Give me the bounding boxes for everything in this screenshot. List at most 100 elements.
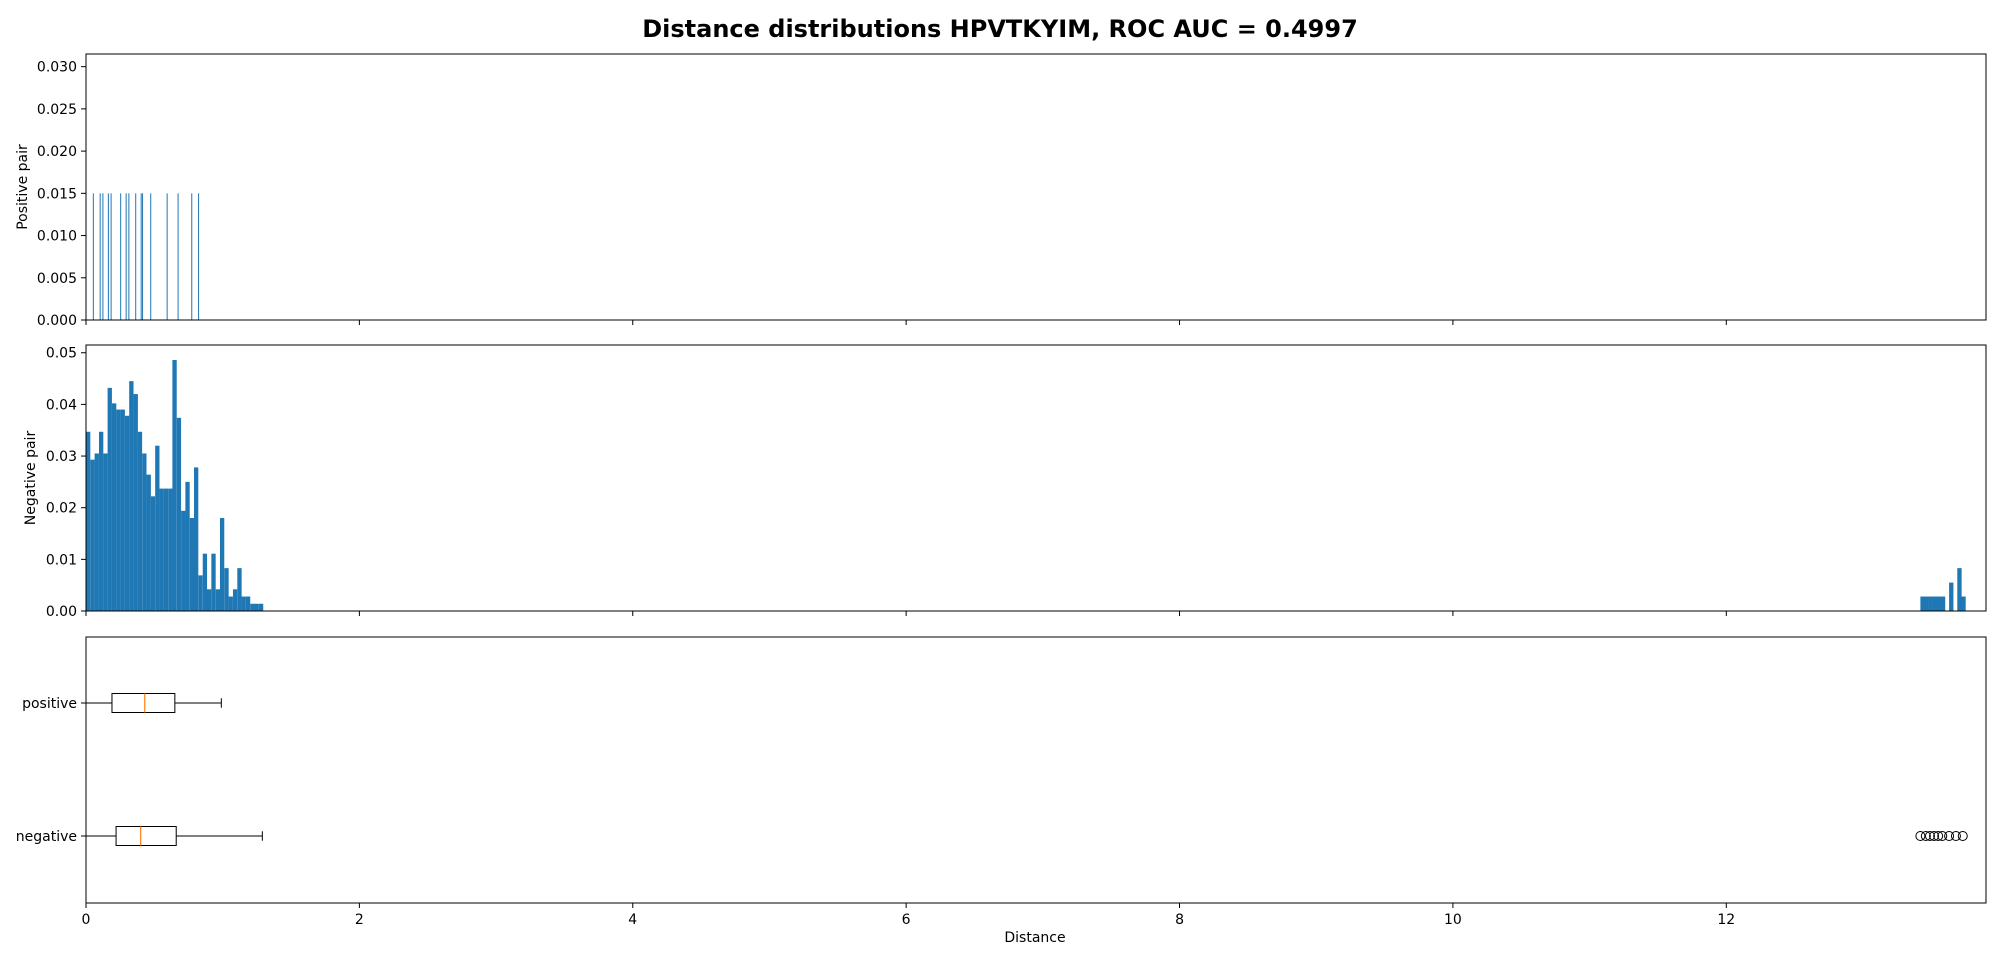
negative-bar	[181, 510, 186, 611]
positive-bar	[198, 193, 200, 320]
x-tick-label: 10	[1444, 912, 1462, 928]
positive-y-tick-label: 0.030	[37, 60, 77, 76]
negative-bar	[202, 553, 208, 611]
negative-outlier	[1950, 831, 1961, 841]
negative-bar	[176, 417, 182, 611]
negative-bar	[90, 459, 95, 611]
positive-box	[111, 693, 176, 713]
negative-bar	[129, 381, 134, 611]
negative-bar	[94, 453, 99, 611]
negative-outlier	[1933, 831, 1944, 841]
positive-y-tick-label: 0.010	[37, 229, 77, 245]
positive-bar	[142, 193, 144, 320]
negative-bar	[189, 518, 195, 611]
positive-bar	[110, 193, 112, 320]
negative-y-tick-label: 0.05	[46, 346, 77, 362]
negative-bar	[163, 488, 169, 611]
negative-bar	[1949, 582, 1954, 611]
negative-bar	[185, 481, 190, 611]
negative-bars	[86, 359, 1966, 611]
positive-y-label: Positive pair	[15, 144, 31, 230]
negative-bar	[1924, 596, 1929, 611]
negative-bar	[206, 589, 212, 611]
negative-x-ticks	[85, 611, 1727, 616]
negative-bar	[1928, 596, 1933, 611]
boxplot-panel: positive negative 0 2 4 6 8 10 12 Distance	[16, 636, 1987, 946]
negative-y-tick-label: 0.02	[46, 501, 77, 517]
positive-y-tick-label: 0.005	[37, 271, 77, 287]
negative-bar	[237, 568, 242, 611]
negative-y-tick-label: 0.00	[46, 604, 77, 620]
positive-category-label: positive	[22, 696, 77, 712]
negative-outlier	[1929, 831, 1940, 841]
positive-bar	[150, 193, 152, 320]
negative-box	[115, 826, 177, 846]
negative-axes-frame	[85, 344, 1987, 612]
negative-bar	[111, 403, 117, 611]
negative-histogram-panel: 0.00 0.01 0.02 0.03 0.04 0.05 Negative pair	[23, 344, 1987, 620]
negative-bar	[250, 603, 255, 611]
positive-y-tick-label: 0.015	[37, 186, 77, 202]
x-axis-label: Distance	[1004, 930, 1065, 946]
negative-bar	[98, 431, 104, 611]
negative-bar	[116, 409, 121, 611]
negative-bar	[228, 596, 233, 611]
positive-histogram-panel: 0.000 0.005 0.010 0.015 0.020 0.025 0.030 Posi…	[15, 53, 1987, 329]
positive-y-tick-label: 0.000	[37, 313, 77, 329]
positive-x-ticks	[85, 320, 1727, 325]
negative-bar	[215, 589, 221, 611]
negative-bar	[245, 596, 251, 611]
positive-bar	[128, 193, 130, 320]
negative-y-label: Negative pair	[23, 431, 39, 526]
negative-bar	[146, 474, 151, 611]
x-tick-label: 4	[628, 912, 637, 928]
x-tick-label: 0	[82, 912, 91, 928]
positive-bar	[99, 193, 101, 320]
negative-outlier	[1920, 831, 1931, 841]
positive-bar	[120, 193, 122, 320]
negative-bar	[224, 568, 229, 611]
x-tick-label: 6	[902, 912, 911, 928]
chart-title: Distance distributions HPVTKYIM, ROC AUC…	[642, 15, 1358, 43]
positive-y-tick-label: 0.025	[37, 102, 77, 118]
negative-bar	[211, 553, 216, 611]
negative-bar	[1957, 568, 1962, 611]
positive-bar	[92, 193, 94, 320]
positive-bar	[125, 193, 127, 320]
negative-bar	[241, 596, 246, 611]
negative-outlier	[1915, 831, 1926, 841]
x-tick-label: 12	[1717, 912, 1735, 928]
negative-bar	[124, 415, 130, 611]
negative-bar	[137, 431, 143, 611]
negative-bar	[1932, 596, 1938, 611]
negative-category-label: negative	[16, 829, 77, 845]
positive-bar	[177, 193, 179, 320]
negative-bar	[198, 575, 203, 611]
negative-bar	[168, 488, 173, 611]
negative-y-tick-label: 0.04	[46, 397, 77, 413]
negative-y-ticks: 0.00 0.01 0.02 0.03 0.04 0.05	[46, 346, 86, 620]
positive-bar	[102, 193, 104, 320]
boxplot-axes-frame	[85, 636, 1987, 904]
x-tick-label: 2	[355, 912, 364, 928]
negative-outlier	[1937, 831, 1948, 841]
positive-bars	[92, 193, 200, 320]
negative-outlier	[1944, 831, 1955, 841]
negative-bar	[258, 603, 264, 611]
boxplot-x-ticks: 0 2 4 6 8 10 12	[82, 903, 1735, 928]
negative-bar	[1961, 596, 1966, 611]
negative-bar	[150, 496, 156, 611]
negative-bar	[1940, 596, 1946, 611]
negative-bar	[193, 467, 199, 611]
positive-y-ticks: 0.000 0.005 0.010 0.015 0.020 0.025 0.030	[37, 60, 86, 329]
positive-bar	[191, 193, 193, 320]
negative-bar	[254, 603, 259, 611]
boxplot-boxes	[85, 693, 1968, 846]
negative-outlier	[1924, 831, 1935, 841]
negative-bar	[120, 409, 125, 611]
positive-bar	[166, 193, 168, 320]
negative-bar	[219, 518, 225, 611]
x-tick-label: 8	[1175, 912, 1184, 928]
positive-axes-frame	[85, 53, 1987, 321]
